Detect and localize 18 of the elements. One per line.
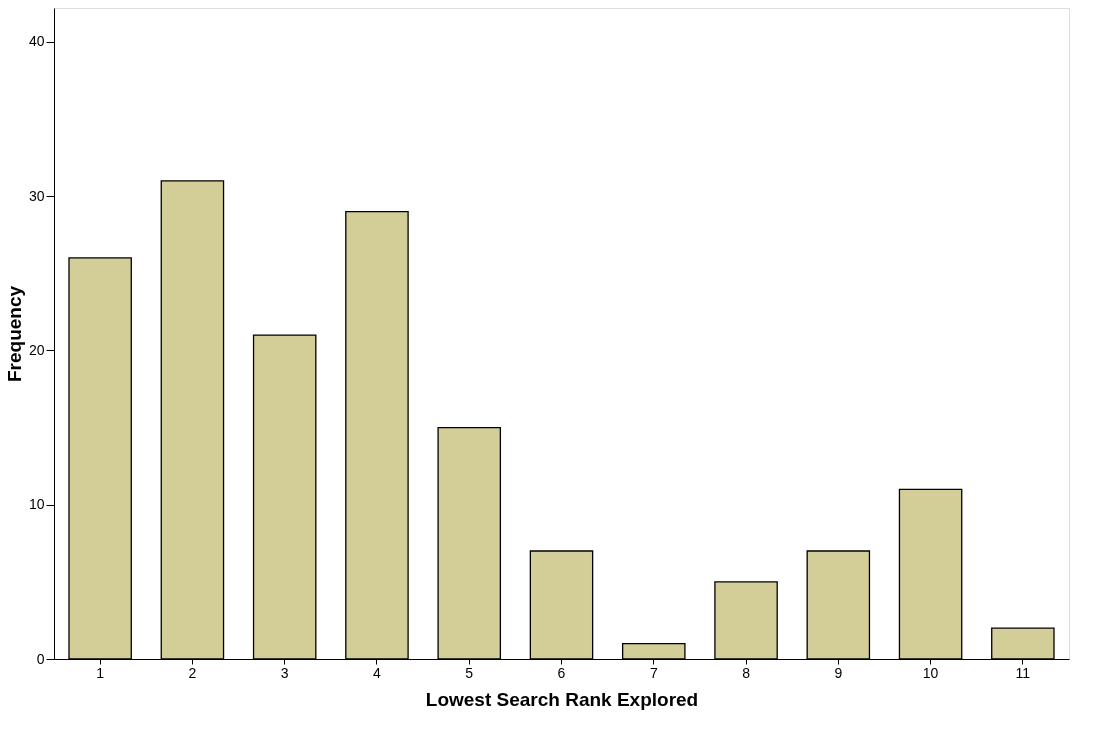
x-tick-label: 6 xyxy=(557,664,566,681)
x-tick-label: 11 xyxy=(1015,664,1031,681)
x-axis-title: Lowest Search Rank Explored xyxy=(425,688,699,710)
y-tick-label: 20 xyxy=(28,341,45,358)
x-tick-label: 5 xyxy=(465,664,474,681)
y-tick-label: 10 xyxy=(28,496,45,513)
y-tick-label: 30 xyxy=(28,187,45,204)
x-tick-label: 8 xyxy=(742,664,751,681)
x-tick-label: 2 xyxy=(188,664,197,681)
x-tick-label: 9 xyxy=(834,664,843,681)
x-tick-label: 10 xyxy=(922,664,939,681)
x-tick-label: 1 xyxy=(96,664,105,681)
x-tick-label: 3 xyxy=(280,664,289,681)
x-tick-label: 7 xyxy=(649,664,658,681)
y-tick-label: 0 xyxy=(36,650,45,667)
y-tick-label: 40 xyxy=(28,33,45,50)
y-axis-title: Frequency xyxy=(3,285,25,383)
x-tick-label: 4 xyxy=(373,664,382,681)
